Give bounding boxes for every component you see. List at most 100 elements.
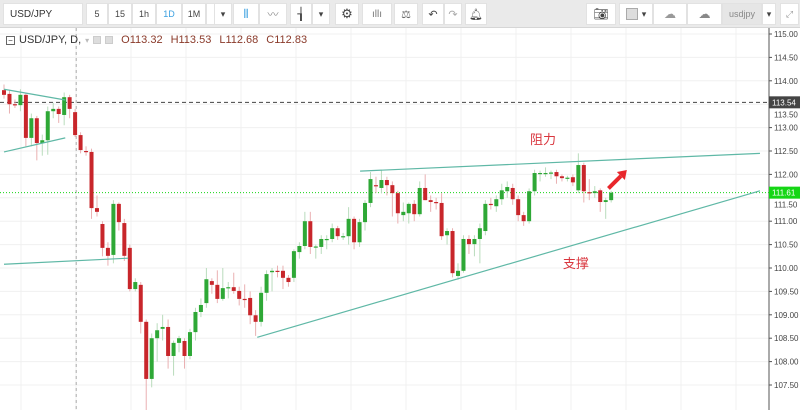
candle-body [401, 211, 406, 216]
candle-body [543, 172, 548, 175]
candle [319, 235, 324, 254]
candle-body [521, 215, 526, 222]
candle [570, 174, 575, 187]
candle [198, 298, 203, 318]
layout-name[interactable]: usdjpy [722, 3, 762, 25]
candle-body [100, 224, 105, 248]
candle-body [483, 203, 488, 232]
candle-body [23, 94, 28, 138]
settings-button[interactable]: ⚙ [335, 3, 359, 25]
candle-body [62, 97, 67, 115]
interval-1h[interactable]: 1h [132, 3, 156, 25]
symbol-input[interactable]: USD/JPY [3, 3, 83, 25]
axis-tick-label: 111.50 [774, 201, 798, 210]
candle [368, 172, 373, 208]
interval-5[interactable]: 5 [86, 3, 108, 25]
candle [182, 338, 187, 369]
chart-type-dropdown[interactable]: ▾ [312, 3, 330, 25]
candle-body [182, 341, 187, 356]
legend-high: H113.53 [170, 34, 212, 46]
visibility-icon[interactable] [93, 36, 102, 44]
chevron-down-icon: ▾ [318, 8, 324, 19]
interval-1d[interactable]: 1D [156, 3, 182, 25]
alert-add-icon: 🔔︎ [469, 8, 483, 21]
bar-chart-button[interactable]: ┧ [290, 3, 312, 25]
axis-tick-label: 112.00 [774, 170, 798, 179]
candle [122, 218, 127, 261]
candle-body [445, 231, 450, 236]
candle-body [423, 187, 428, 201]
candle-body [587, 192, 592, 194]
candle-body [603, 200, 608, 203]
chart-legend: − USD/JPY, D, ▾ O113.32 H113.53 L112.68 … [6, 34, 307, 46]
candle-body [472, 238, 477, 245]
chevron-down-icon[interactable]: ▾ [85, 35, 90, 45]
interval-1m[interactable]: 1M [182, 3, 206, 25]
color-picker-button[interactable]: ▾ [619, 3, 653, 25]
interval-dropdown[interactable]: ▾ [214, 3, 232, 25]
collapse-icon[interactable]: − [6, 35, 15, 45]
snapshot-button[interactable]: 📷︎ [586, 3, 616, 25]
candle [581, 162, 586, 203]
save-layout-button[interactable]: ☁ [687, 3, 722, 25]
candle-body [89, 151, 94, 209]
redo-button[interactable]: ↷ [444, 3, 462, 25]
legend-close: C112.83 [266, 34, 308, 46]
candle-chart-button[interactable]: ⫴ [233, 3, 259, 25]
axis-tick-label: 110.50 [774, 241, 798, 250]
candle-body [34, 118, 39, 144]
candle [527, 188, 532, 224]
camera-icon: 📷︎ [593, 7, 609, 21]
candle-body [291, 251, 296, 278]
add-alert-button[interactable]: 🔔︎ [465, 3, 487, 25]
indicators-button[interactable]: ıllı [362, 3, 392, 25]
fullscreen-button[interactable]: ⤢ [780, 3, 799, 25]
candle-body [149, 338, 154, 379]
candle [78, 132, 83, 154]
candle [592, 186, 597, 198]
line-chart-button[interactable]: 〰 [259, 3, 287, 25]
candle-body [226, 287, 231, 289]
candle-body [450, 231, 455, 274]
candle [84, 146, 89, 156]
candle-body [51, 108, 56, 112]
candle [363, 200, 368, 231]
candle-body [554, 172, 559, 177]
settings-icon[interactable] [105, 36, 114, 44]
candle [291, 249, 296, 283]
candle [302, 211, 307, 250]
compare-button[interactable]: ⚖ [394, 3, 418, 25]
candle [297, 242, 302, 259]
load-layout-button[interactable]: ☁ [653, 3, 687, 25]
candle-body [166, 326, 171, 356]
candle [505, 181, 510, 198]
price-chart[interactable]: 115.00 114.50 114.00 113.50 113.00 112.50 112.… [0, 28, 800, 410]
candle-body [379, 180, 384, 188]
candle [395, 190, 400, 224]
candle [559, 174, 564, 182]
cloud-upload-icon: ☁ [698, 7, 711, 21]
candle [357, 218, 362, 247]
axis-tick-label: 109.00 [774, 311, 799, 320]
candle-body [406, 203, 411, 214]
candle-body [499, 190, 504, 200]
candle [499, 183, 504, 205]
interval-15[interactable]: 15 [108, 3, 132, 25]
candle-body [215, 284, 220, 299]
candle-body [461, 238, 466, 271]
candle [45, 106, 50, 155]
candle-body [434, 202, 439, 204]
candle [67, 94, 72, 119]
candle-body [29, 118, 34, 138]
axis-tick-label: 109.50 [774, 287, 799, 296]
candle-body [198, 304, 203, 312]
undo-button[interactable]: ↶ [422, 3, 444, 25]
candle [472, 235, 477, 257]
layout-dropdown[interactable]: ▾ [762, 3, 776, 25]
candle-body [330, 228, 335, 239]
candle-body [494, 199, 499, 207]
candle-body [532, 172, 537, 192]
candle-body [187, 332, 192, 356]
candle-body [538, 172, 543, 175]
candle-body [570, 177, 575, 183]
